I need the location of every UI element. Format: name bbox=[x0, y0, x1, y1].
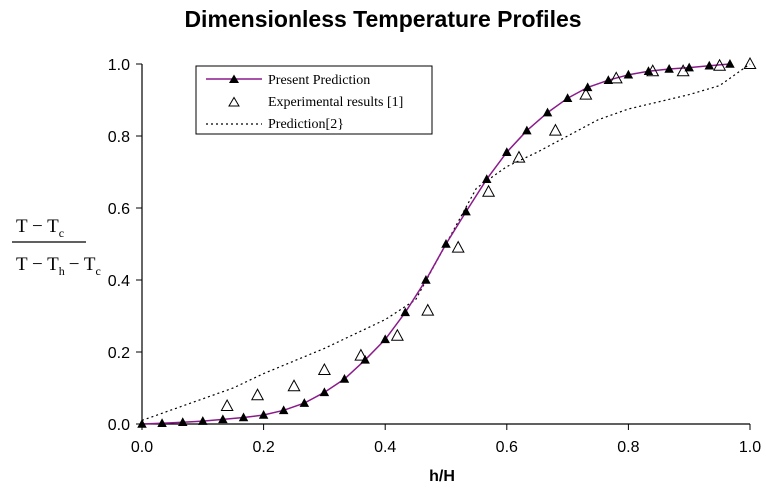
x-tick-label: 0.0 bbox=[131, 439, 153, 456]
experimental-point bbox=[512, 150, 526, 163]
present-prediction-point bbox=[725, 59, 735, 68]
legend-label-experimental: Experimental results [1] bbox=[268, 95, 403, 110]
experimental-point bbox=[713, 58, 727, 71]
y-tick-label: 0.6 bbox=[108, 201, 130, 218]
x-tick-label: 0.2 bbox=[252, 439, 274, 456]
x-tick-label: 0.6 bbox=[496, 439, 518, 456]
legend-item-present-prediction: Present Prediction bbox=[206, 73, 370, 88]
present-prediction-point bbox=[562, 93, 573, 102]
experimental-point bbox=[250, 388, 265, 401]
present-prediction-point bbox=[258, 410, 269, 419]
x-tick-label: 0.8 bbox=[617, 439, 639, 456]
series-present-prediction-line bbox=[141, 63, 731, 425]
experimental-point bbox=[451, 240, 465, 253]
experimental-point bbox=[317, 362, 331, 375]
present-prediction-point bbox=[198, 416, 208, 425]
present-prediction-point bbox=[360, 354, 370, 364]
present-prediction-point bbox=[238, 412, 249, 422]
legend-item-prediction2: Prediction[2} bbox=[206, 117, 344, 132]
experimental-point bbox=[287, 379, 301, 392]
experimental-point bbox=[676, 64, 690, 77]
present-prediction-point bbox=[441, 239, 451, 248]
present-prediction-point bbox=[664, 64, 674, 73]
present-prediction-point bbox=[299, 398, 310, 407]
present-prediction-point bbox=[278, 405, 289, 415]
experimental-point bbox=[390, 328, 404, 341]
series-layer bbox=[137, 56, 757, 428]
y-tick-label: 1.0 bbox=[108, 57, 130, 74]
experimental-point bbox=[482, 184, 496, 197]
legend-marker-open-triangle bbox=[228, 96, 240, 107]
y-tick-label: 0.8 bbox=[108, 129, 130, 146]
tick-labels: 0.0 0.2 0.4 0.6 0.8 1.0 0.0 0.2 0.4 0.6 0.8 1.0 bbox=[108, 57, 761, 456]
y-tick-label: 0.2 bbox=[108, 345, 130, 362]
legend-marker-filled-triangle bbox=[229, 74, 239, 83]
present-prediction-point bbox=[157, 418, 167, 428]
present-prediction-point bbox=[421, 275, 431, 284]
legend-item-experimental: Experimental results [1] bbox=[228, 95, 403, 110]
present-prediction-point bbox=[461, 206, 471, 216]
experimental-point bbox=[220, 398, 234, 411]
y-tick-label: 0.0 bbox=[108, 417, 130, 434]
experimental-point bbox=[743, 56, 757, 69]
present-prediction-point bbox=[400, 307, 411, 317]
experimental-point bbox=[421, 303, 435, 316]
experimental-point bbox=[548, 123, 562, 136]
present-prediction-point bbox=[177, 417, 188, 426]
present-prediction-point bbox=[319, 387, 330, 397]
present-prediction-point bbox=[380, 334, 390, 344]
legend-label-prediction2: Prediction[2} bbox=[268, 117, 344, 132]
present-prediction-point bbox=[218, 414, 228, 424]
legend: Present Prediction Experimental results … bbox=[195, 65, 433, 135]
y-tick-label: 0.4 bbox=[108, 273, 130, 290]
present-prediction-point bbox=[502, 147, 512, 156]
present-prediction-point bbox=[339, 374, 350, 383]
experimental-point bbox=[354, 348, 368, 361]
experimental-point bbox=[609, 71, 623, 84]
y-axis-label: T − Tc T − Th − Tc bbox=[12, 216, 101, 278]
present-prediction-point bbox=[623, 69, 634, 79]
y-label-denominator: T − Th − Tc bbox=[16, 254, 101, 278]
chart-title: Dimensionless Temperature Profiles bbox=[184, 6, 582, 32]
x-tick-label: 1.0 bbox=[739, 439, 761, 456]
experimental-point bbox=[579, 87, 593, 100]
experimental-point bbox=[646, 64, 660, 77]
x-tick-label: 0.4 bbox=[374, 439, 396, 456]
present-prediction-point bbox=[684, 62, 694, 72]
y-label-numerator: T − Tc bbox=[16, 216, 64, 240]
legend-label-present: Present Prediction bbox=[268, 73, 370, 88]
present-prediction-point bbox=[522, 125, 532, 135]
present-prediction-point bbox=[481, 174, 492, 183]
present-prediction-point bbox=[137, 419, 147, 428]
present-prediction-point bbox=[542, 107, 553, 117]
present-prediction-point bbox=[643, 66, 654, 75]
present-prediction-point bbox=[704, 60, 715, 70]
x-axis-label: h/H bbox=[429, 468, 455, 485]
